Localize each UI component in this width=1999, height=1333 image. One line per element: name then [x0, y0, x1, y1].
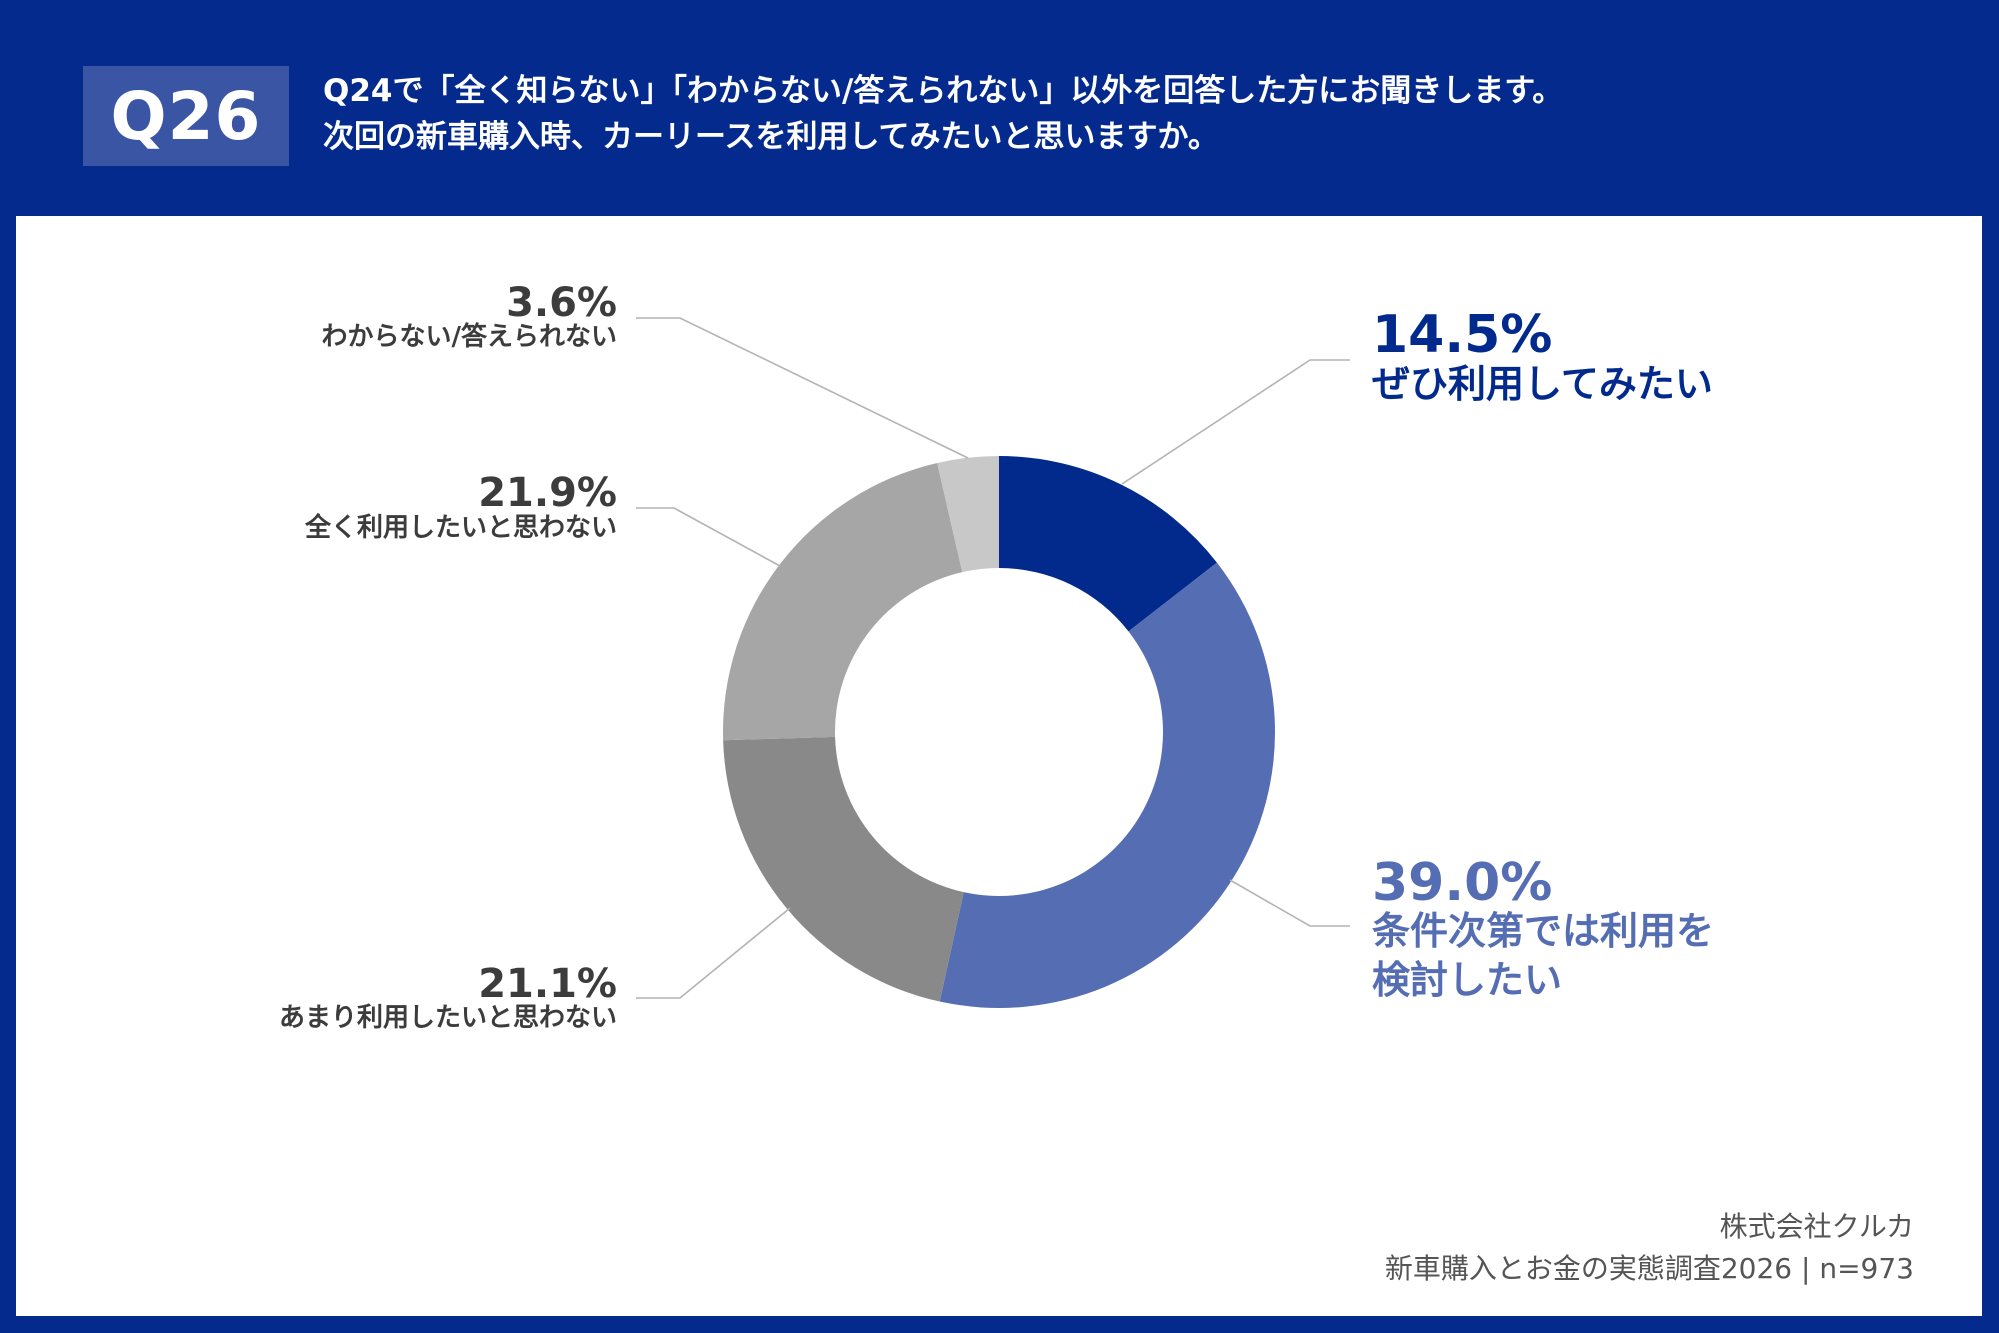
- question-text: Q24で「全く知らない」「わからない/答えられない」以外を回答した方にお聞きしま…: [323, 68, 1943, 160]
- data-label-category-5: わからない/答えられない: [322, 321, 618, 352]
- data-label-percent-4: 21.9%: [478, 470, 617, 516]
- leader-line-3: [636, 907, 791, 999]
- donut-slice-5: [937, 456, 999, 573]
- donut-slice-4: [723, 463, 963, 741]
- data-label-category-3: あまり利用したいと思わない: [279, 1003, 617, 1033]
- question-line-2: 次回の新車購入時、カーリースを利用してみたいと思いますか。: [323, 119, 1219, 155]
- header-bar: Q26 Q24で「全く知らない」「わからない/答えられない」以外を回答した方にお…: [0, 0, 1999, 215]
- donut-slice-1: [999, 456, 1217, 632]
- donut-slice-2: [939, 562, 1275, 1009]
- question-line-1: Q24で「全く知らない」「わからない/答えられない」以外を回答した方にお聞きしま…: [323, 73, 1564, 109]
- donut-slice-3: [723, 736, 964, 1002]
- leader-line-4: [636, 507, 781, 567]
- data-label-percent-2: 39.0%: [1372, 853, 1552, 913]
- footer-survey: 新車購入とお金の実態調査2026 | n=973: [1384, 1252, 1914, 1285]
- data-label-percent-5: 3.6%: [506, 280, 617, 326]
- question-badge: Q26: [83, 66, 289, 166]
- data-label-category-2: 条件次第では利用を: [1372, 909, 1714, 953]
- footer: 株式会社クルカ 新車購入とお金の実態調査2026 | n=973: [1385, 1206, 1914, 1290]
- data-label-category-2: 検討したい: [1372, 958, 1562, 1002]
- chart-panel: [16, 216, 1982, 1316]
- data-label-category-4: 全く利用したいと思わない: [304, 512, 617, 543]
- data-label-category-1: ぜひ利用してみたい: [1372, 362, 1713, 406]
- footer-company: 株式会社クルカ: [1719, 1210, 1914, 1243]
- leader-line-5: [636, 317, 969, 459]
- leader-line-1: [1121, 359, 1350, 485]
- leader-line-2: [1229, 879, 1350, 927]
- data-label-percent-1: 14.5%: [1372, 305, 1552, 365]
- data-label-percent-3: 21.1%: [478, 961, 617, 1007]
